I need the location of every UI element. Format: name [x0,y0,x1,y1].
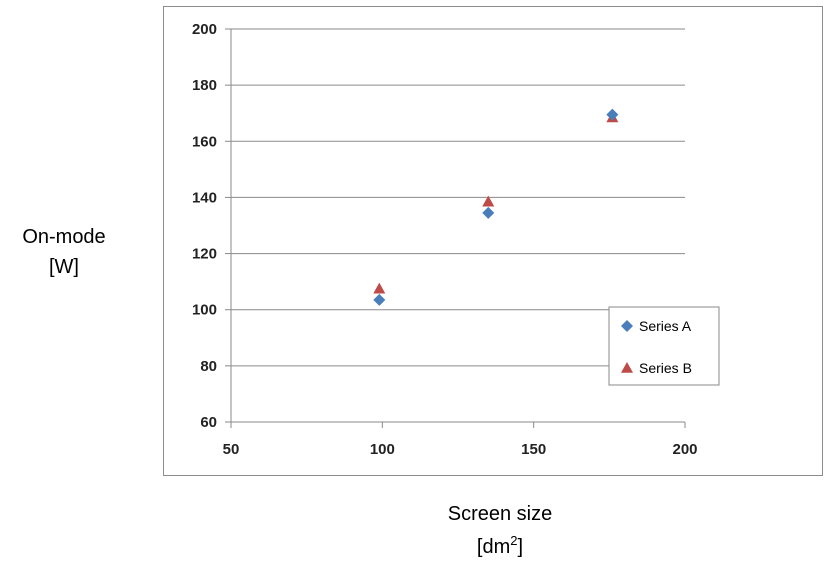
y-tick-label-180: 180 [192,77,217,94]
series-a-point-3 [606,108,619,121]
y-tick-label-200: 200 [192,21,217,38]
x-axis-label: Screen size [dm2] [380,498,620,564]
x-axis-unit-end: ] [517,536,524,558]
y-tick-label-120: 120 [192,246,217,263]
x-axis-label-line2: [dm2] [380,531,620,564]
legend-label-series-b: Series B [639,360,692,376]
x-tick-label-150: 150 [521,441,546,458]
x-axis-unit-base: [dm [476,536,511,558]
y-tick-label-160: 160 [192,133,217,150]
x-axis-unit-exponent: 2 [510,533,518,548]
y-tick-label-80: 80 [200,358,217,375]
y-axis-label: On-mode [W] [0,222,128,282]
y-tick-label-60: 60 [200,414,217,431]
y-tick-label-140: 140 [192,189,217,206]
scatter-plot: 60 80 100 120 140 160 180 200 50 100 150 200 Series … [192,21,720,458]
x-tick-label-100: 100 [370,441,395,458]
y-axis-label-line2: [W] [49,256,79,278]
y-axis-label-line1: On-mode [22,226,106,248]
series-a-point-1 [373,293,386,306]
legend-marker-series-b [621,362,633,373]
legend-marker-series-a [621,320,633,332]
legend-label-series-a: Series A [639,318,692,334]
x-axis-label-line1: Screen size [447,503,553,525]
y-tick-label-100: 100 [192,302,217,319]
x-tick-label-200: 200 [672,441,697,458]
x-tick-label-50: 50 [223,441,240,458]
series-b-point-2 [482,195,495,207]
series-b-point-1 [373,282,386,294]
chart-area: 60 80 100 120 140 160 180 200 50 100 150 200 Series … [163,6,823,476]
series-a-point-2 [482,206,495,219]
legend: Series A Series B [608,306,720,386]
